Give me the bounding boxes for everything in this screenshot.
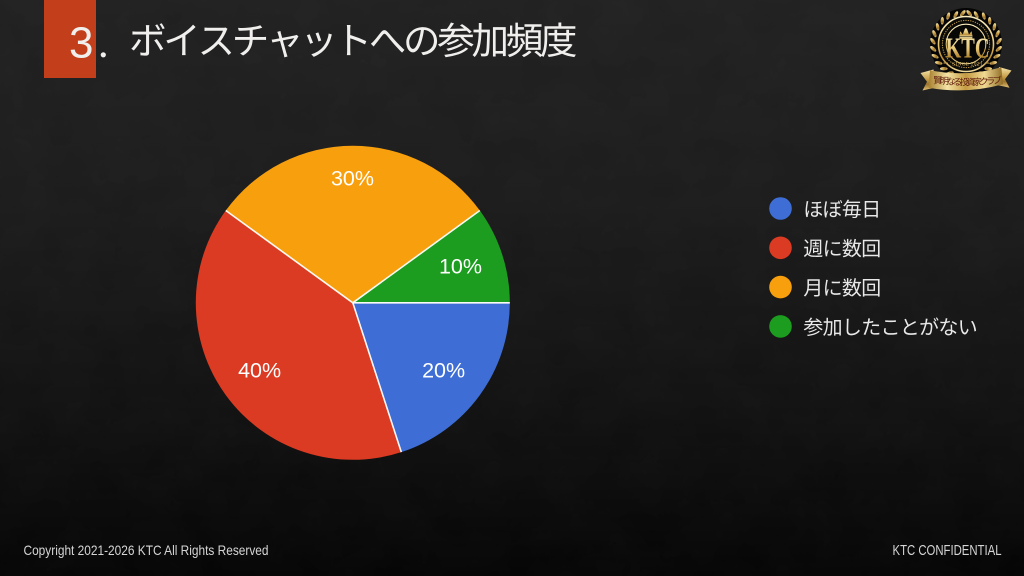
svg-text:10%: 10% [439,255,482,279]
svg-text:20%: 20% [422,359,465,383]
svg-text:SINCE 2021: SINCE 2021 [952,61,983,67]
svg-text:KTC: KTC [946,32,990,64]
svg-text:30%: 30% [331,167,374,191]
svg-text:40%: 40% [238,359,281,383]
svg-text:3: 3 [69,19,93,68]
svg-text:KTC CONFIDENTIAL: KTC CONFIDENTIAL [893,543,1002,559]
svg-text:Copyright 2021-2026 KTC All Ri: Copyright 2021-2026 KTC All Rights Reser… [24,543,269,558]
